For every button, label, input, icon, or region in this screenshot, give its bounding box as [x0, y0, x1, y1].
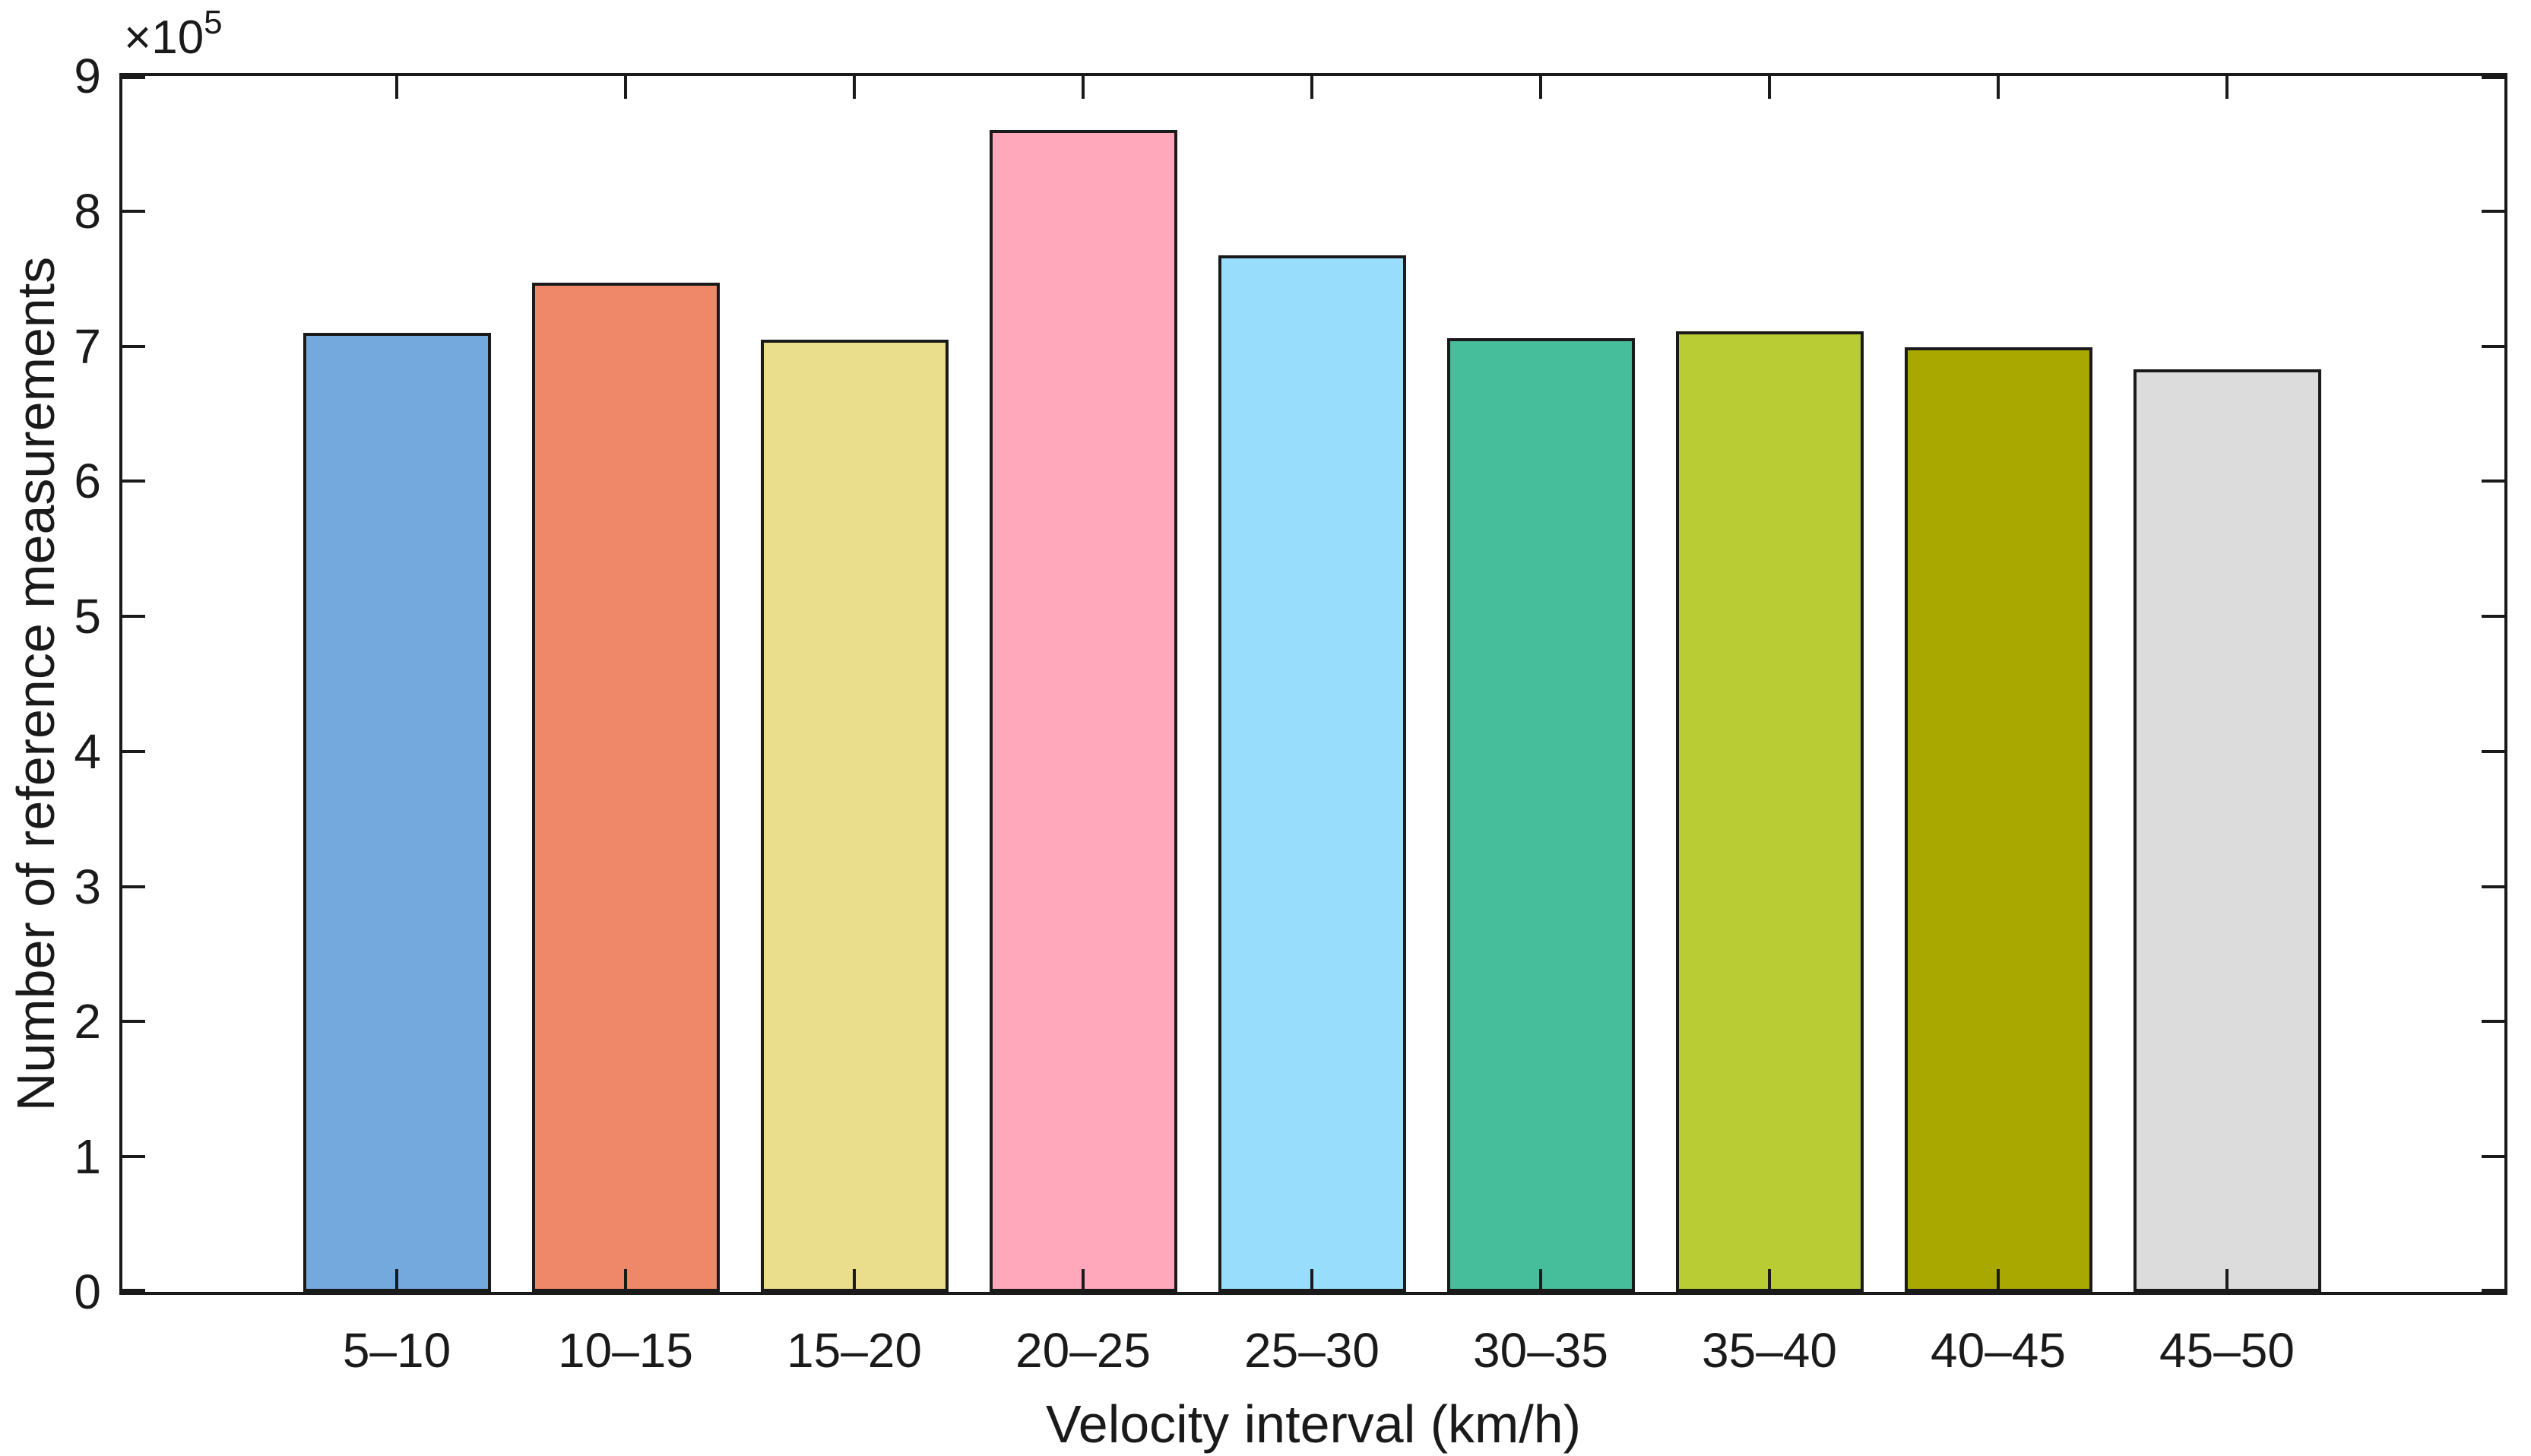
y-tick-right-7 [2482, 345, 2504, 348]
x-tick-20-25 [1082, 1269, 1085, 1292]
plot-area [119, 73, 2507, 1295]
x-tick-5-10 [395, 1269, 398, 1292]
plot-inner [122, 76, 2504, 1292]
y-axis-exponent: ×105 [124, 4, 223, 73]
y-tick-right-2 [2482, 1020, 2504, 1023]
bar-40-45 [1904, 347, 2092, 1292]
x-tick-label-35-40: 35–40 [1702, 1323, 1837, 1378]
y-tick-9 [122, 76, 145, 79]
y-tick-right-0 [2482, 1289, 2504, 1292]
y-tick-label-5: 5 [74, 589, 101, 644]
x-tick-top-30-35 [1539, 76, 1542, 99]
y-tick-right-1 [2482, 1155, 2504, 1158]
bar-5-10 [303, 333, 491, 1292]
y-tick-6 [122, 480, 145, 483]
y-tick-right-5 [2482, 615, 2504, 618]
x-tick-15-20 [853, 1269, 856, 1292]
x-tick-label-10-15: 10–15 [558, 1323, 693, 1378]
bar-30-35 [1446, 338, 1635, 1292]
x-tick-top-10-15 [624, 76, 627, 99]
x-tick-40-45 [1997, 1269, 2000, 1292]
bar-45-50 [2133, 369, 2321, 1292]
y-tick-5 [122, 615, 145, 618]
x-tick-25-30 [1310, 1269, 1313, 1292]
bar-15-20 [760, 340, 949, 1292]
y-tick-4 [122, 750, 145, 753]
bar-35-40 [1675, 331, 1864, 1292]
y-tick-label-1: 1 [74, 1129, 101, 1185]
bar-20-25 [989, 130, 1177, 1292]
y-tick-label-8: 8 [74, 183, 101, 239]
bar-10-15 [531, 283, 720, 1292]
y-tick-1 [122, 1155, 145, 1158]
y-tick-right-6 [2482, 480, 2504, 483]
x-tick-label-15-20: 15–20 [787, 1323, 922, 1378]
x-tick-top-25-30 [1310, 76, 1313, 99]
y-tick-right-3 [2482, 885, 2504, 888]
x-tick-label-25-30: 25–30 [1244, 1323, 1380, 1378]
y-tick-label-9: 9 [74, 49, 101, 103]
y-tick-label-6: 6 [74, 454, 101, 509]
y-tick-label-7: 7 [74, 318, 101, 374]
y-tick-0 [122, 1289, 145, 1292]
x-tick-label-5-10: 5–10 [342, 1323, 451, 1378]
x-tick-label-20-25: 20–25 [1015, 1323, 1151, 1378]
x-tick-top-40-45 [1997, 76, 2000, 99]
y-tick-7 [122, 345, 145, 348]
y-tick-label-0: 0 [74, 1265, 101, 1319]
y-axis-label: Number of reference measurements [6, 256, 65, 1112]
x-axis-label: Velocity interval (km/h) [1045, 1394, 1582, 1454]
y-axis-exponent-power: 5 [204, 4, 223, 41]
y-tick-8 [122, 210, 145, 213]
x-tick-top-45-50 [2225, 76, 2228, 99]
x-tick-top-35-40 [1768, 76, 1771, 99]
y-tick-2 [122, 1020, 145, 1023]
x-tick-label-40-45: 40–45 [1931, 1323, 2066, 1378]
x-tick-45-50 [2225, 1269, 2228, 1292]
x-tick-label-45-50: 45–50 [2159, 1323, 2295, 1378]
y-axis-exponent-base: ×10 [124, 11, 204, 64]
x-tick-10-15 [624, 1269, 627, 1292]
x-tick-35-40 [1768, 1269, 1771, 1292]
x-tick-top-15-20 [853, 76, 856, 99]
x-tick-top-5-10 [395, 76, 398, 99]
x-tick-30-35 [1539, 1269, 1542, 1292]
y-tick-right-8 [2482, 210, 2504, 213]
y-tick-right-4 [2482, 750, 2504, 753]
x-tick-label-30-35: 30–35 [1473, 1323, 1608, 1378]
y-tick-label-4: 4 [74, 723, 101, 779]
y-tick-right-9 [2482, 76, 2504, 79]
x-tick-top-20-25 [1082, 76, 1085, 99]
y-tick-label-2: 2 [74, 994, 101, 1049]
bar-25-30 [1218, 255, 1406, 1292]
y-tick-label-3: 3 [74, 859, 101, 914]
y-tick-3 [122, 885, 145, 888]
